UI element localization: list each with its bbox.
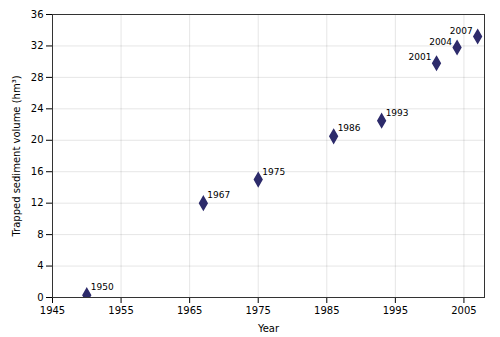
svg-text:Year: Year (257, 323, 280, 334)
svg-text:2007: 2007 (450, 26, 473, 36)
svg-text:24: 24 (31, 103, 44, 114)
svg-text:2005: 2005 (451, 305, 476, 316)
svg-text:1950: 1950 (91, 282, 114, 292)
svg-text:1945: 1945 (40, 305, 65, 316)
svg-text:2004: 2004 (429, 37, 452, 47)
svg-text:2001: 2001 (409, 52, 432, 62)
svg-text:1993: 1993 (386, 108, 409, 118)
svg-text:1965: 1965 (177, 305, 202, 316)
svg-text:0: 0 (37, 292, 43, 303)
svg-text:16: 16 (31, 166, 44, 177)
svg-text:1986: 1986 (338, 123, 361, 133)
svg-text:1975: 1975 (262, 167, 285, 177)
svg-text:Trapped sediment volume (hm³): Trapped sediment volume (hm³) (11, 75, 22, 237)
svg-text:4: 4 (37, 260, 43, 271)
svg-text:1975: 1975 (245, 305, 270, 316)
svg-text:1995: 1995 (383, 305, 408, 316)
svg-text:1985: 1985 (314, 305, 339, 316)
svg-text:28: 28 (31, 72, 44, 83)
svg-text:8: 8 (37, 229, 43, 240)
svg-text:1955: 1955 (108, 305, 133, 316)
svg-text:36: 36 (31, 9, 44, 20)
svg-text:1967: 1967 (207, 190, 230, 200)
svg-text:20: 20 (31, 134, 44, 145)
svg-text:12: 12 (31, 197, 44, 208)
svg-text:32: 32 (31, 40, 44, 51)
